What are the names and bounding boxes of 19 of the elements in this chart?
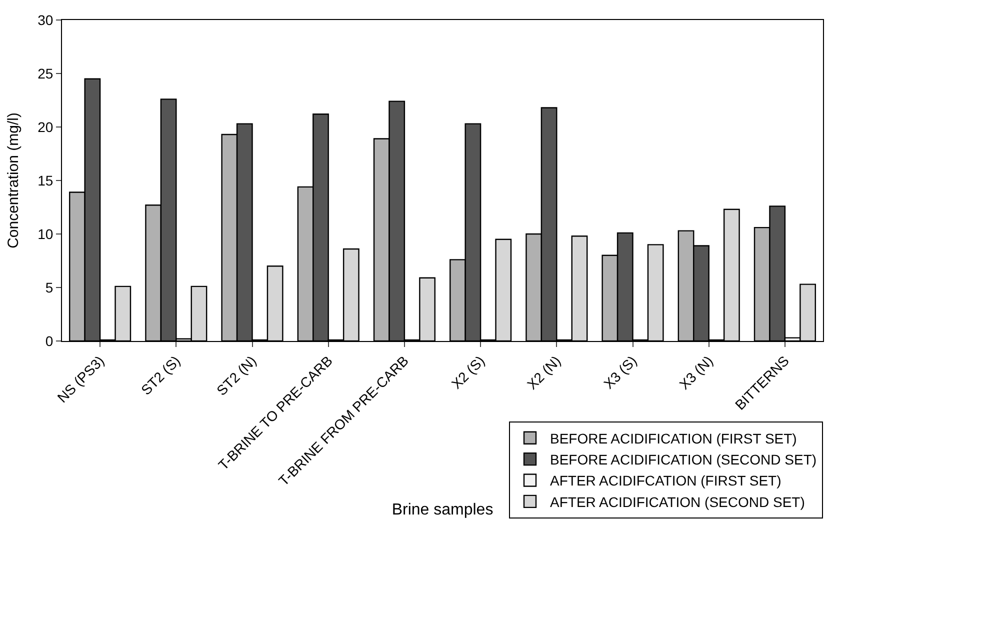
x-tick-label: X3 (S): [600, 352, 640, 392]
x-tick-label: X3 (N): [676, 352, 716, 392]
x-tick-label: X2 (N): [524, 352, 564, 392]
legend-label: AFTER ACIDIFICATION (SECOND SET): [550, 494, 805, 510]
y-tick-label: 25: [38, 65, 54, 82]
x-tick-label: ST2 (N): [213, 352, 260, 399]
y-tick-label: 10: [38, 226, 54, 242]
y-tick-label: 5: [45, 279, 54, 296]
x-tick-label: X2 (S): [448, 352, 488, 392]
x-tick-label: ST2 (S): [138, 352, 184, 398]
legend-label: AFTER ACIDIFCATION (FIRST SET): [550, 472, 782, 489]
legend-label: BEFORE ACIDIFICATION (SECOND SET): [550, 452, 817, 468]
y-axis-title: Concentration (mg/l): [4, 112, 22, 248]
y-tick-label: 30: [38, 12, 54, 28]
y-tick-label: 15: [38, 172, 54, 188]
x-axis-title: Brine samples: [392, 501, 494, 518]
legend-label: BEFORE ACIDIFICATION (FIRST SET): [550, 430, 797, 446]
y-tick-label: 20: [38, 118, 54, 135]
y-tick-label: 0: [45, 332, 54, 349]
